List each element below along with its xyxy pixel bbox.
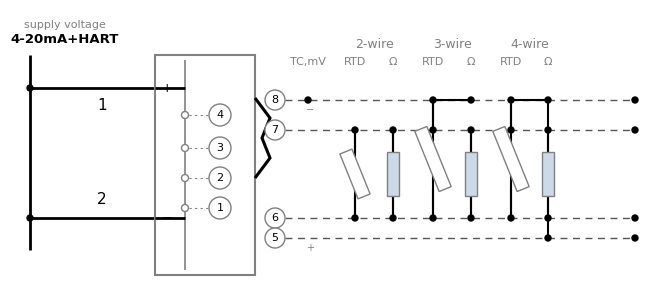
- Bar: [340, 149, 370, 199]
- Text: 2-wire: 2-wire: [354, 38, 393, 52]
- Circle shape: [508, 215, 514, 221]
- Circle shape: [468, 127, 474, 133]
- Circle shape: [632, 127, 638, 133]
- Text: +: +: [306, 243, 314, 253]
- Circle shape: [27, 85, 33, 91]
- Text: Ω: Ω: [389, 57, 397, 67]
- Text: RTD: RTD: [500, 57, 522, 67]
- Circle shape: [508, 127, 514, 133]
- Circle shape: [545, 97, 551, 103]
- Bar: [387, 152, 399, 196]
- Circle shape: [390, 215, 396, 221]
- Bar: [465, 152, 477, 196]
- Circle shape: [430, 215, 436, 221]
- Circle shape: [265, 120, 285, 140]
- Text: TC,mV: TC,mV: [290, 57, 326, 67]
- Bar: [542, 152, 554, 196]
- Text: 1: 1: [216, 203, 224, 213]
- Text: 1: 1: [97, 98, 107, 114]
- Circle shape: [181, 145, 189, 152]
- Circle shape: [265, 228, 285, 248]
- Text: 8: 8: [272, 95, 279, 105]
- Circle shape: [209, 197, 231, 219]
- Text: RTD: RTD: [422, 57, 444, 67]
- Circle shape: [632, 235, 638, 241]
- Text: RTD: RTD: [344, 57, 366, 67]
- Text: 2: 2: [216, 173, 224, 183]
- Bar: [155, 55, 255, 275]
- Circle shape: [209, 137, 231, 159]
- Circle shape: [390, 127, 396, 133]
- Text: 5: 5: [272, 233, 279, 243]
- Circle shape: [468, 215, 474, 221]
- Text: +: +: [162, 82, 172, 95]
- Bar: [493, 126, 529, 191]
- Text: 4-20mA+HART: 4-20mA+HART: [11, 33, 119, 46]
- Circle shape: [27, 215, 33, 221]
- Circle shape: [545, 127, 551, 133]
- Circle shape: [430, 127, 436, 133]
- Circle shape: [508, 97, 514, 103]
- Circle shape: [352, 127, 358, 133]
- Circle shape: [468, 97, 474, 103]
- Circle shape: [545, 215, 551, 221]
- Text: 3-wire: 3-wire: [433, 38, 471, 52]
- Text: Ω: Ω: [467, 57, 475, 67]
- Circle shape: [209, 167, 231, 189]
- Text: 3: 3: [216, 143, 224, 153]
- Circle shape: [181, 175, 189, 181]
- Text: Ω: Ω: [544, 57, 552, 67]
- Text: supply voltage: supply voltage: [24, 20, 106, 30]
- Circle shape: [181, 205, 189, 211]
- Text: 4: 4: [216, 110, 224, 120]
- Circle shape: [265, 208, 285, 228]
- Circle shape: [265, 90, 285, 110]
- Text: 2: 2: [97, 192, 107, 208]
- Text: 7: 7: [272, 125, 279, 135]
- Text: 6: 6: [272, 213, 279, 223]
- Circle shape: [305, 97, 311, 103]
- Text: −: −: [162, 211, 172, 225]
- Circle shape: [545, 235, 551, 241]
- Circle shape: [430, 97, 436, 103]
- Circle shape: [181, 112, 189, 118]
- Text: −: −: [306, 105, 314, 115]
- Circle shape: [632, 215, 638, 221]
- Circle shape: [352, 215, 358, 221]
- Bar: [415, 126, 451, 191]
- Circle shape: [632, 97, 638, 103]
- Text: 4-wire: 4-wire: [511, 38, 550, 52]
- Circle shape: [209, 104, 231, 126]
